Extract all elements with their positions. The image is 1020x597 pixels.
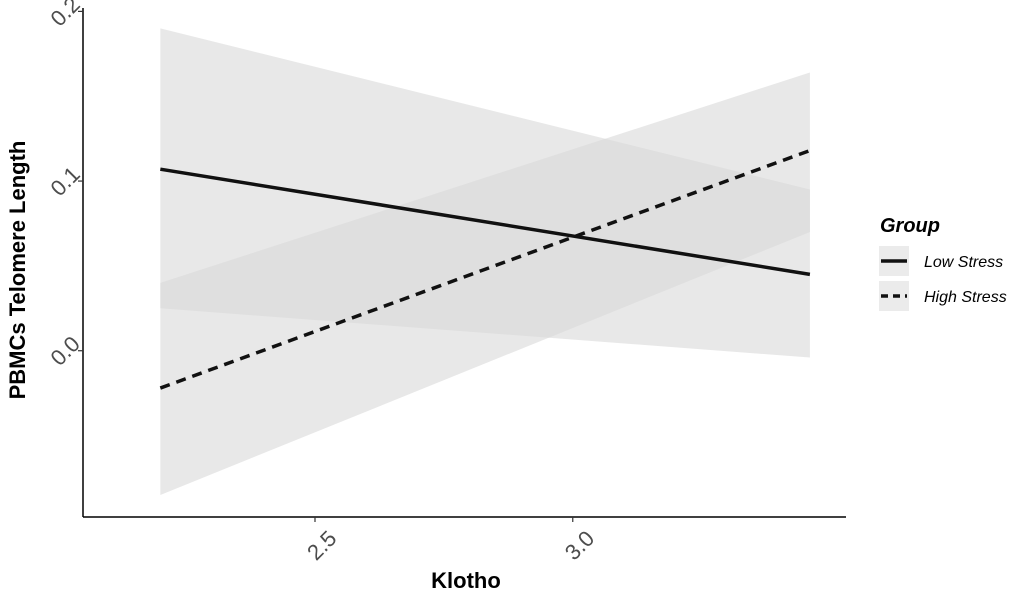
confidence-ribbons <box>160 28 810 495</box>
x-tick-label: 3.0 <box>560 526 599 565</box>
regression-lines <box>159 148 811 390</box>
x-tick-label: 2.5 <box>302 526 341 565</box>
legend-label-low-stress: Low Stress <box>924 254 1003 271</box>
legend-title: Group <box>880 215 940 237</box>
y-axis-title: PBMCs Telomere Length <box>5 141 30 400</box>
ci-ribbon-high-stress <box>160 72 810 495</box>
fit-line-low-stress <box>160 167 811 277</box>
legend-label-high-stress: High Stress <box>924 289 1007 306</box>
y-tick-label: 0.1 <box>45 162 84 201</box>
y-tick-label: 0.0 <box>45 331 84 370</box>
x-axis-title: Klotho <box>431 568 501 593</box>
y-tick-label: 0.2 <box>45 0 84 31</box>
fit-line-high-stress <box>159 148 811 390</box>
legend: Group Low Stress High Stress <box>879 215 1007 311</box>
